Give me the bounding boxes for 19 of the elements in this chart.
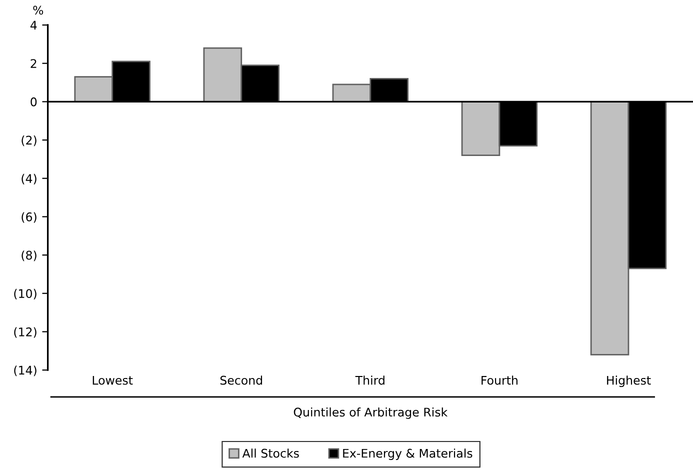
x-axis-title: Quintiles of Arbitrage Risk	[294, 407, 448, 419]
x-tick-label: Highest	[607, 376, 651, 388]
y-tick-label: (12)	[14, 327, 36, 338]
x-tick-label: Fourth	[482, 376, 518, 385]
x-tick-label: Third	[355, 376, 384, 385]
y-tick-label: (8)	[22, 250, 36, 262]
x-tick-label: Second	[220, 376, 262, 385]
y-tick-label: (6)	[22, 212, 36, 223]
y-tick-label: 4	[30, 20, 37, 30]
y-tick-label: 2	[30, 59, 36, 68]
y-tick-label: (14)	[14, 366, 36, 376]
y-tick-label: (2)	[22, 136, 36, 146]
y-tick-label: 0	[30, 97, 37, 106]
y-tick-label: (10)	[14, 288, 36, 300]
x-tick-label: Lowest	[92, 376, 133, 385]
legend-label: Ex-Energy & Materials	[343, 448, 472, 460]
y-tick-label: (4)	[22, 174, 36, 184]
legend-label: All Stocks	[242, 448, 299, 458]
y-axis-title: %	[33, 6, 44, 15]
